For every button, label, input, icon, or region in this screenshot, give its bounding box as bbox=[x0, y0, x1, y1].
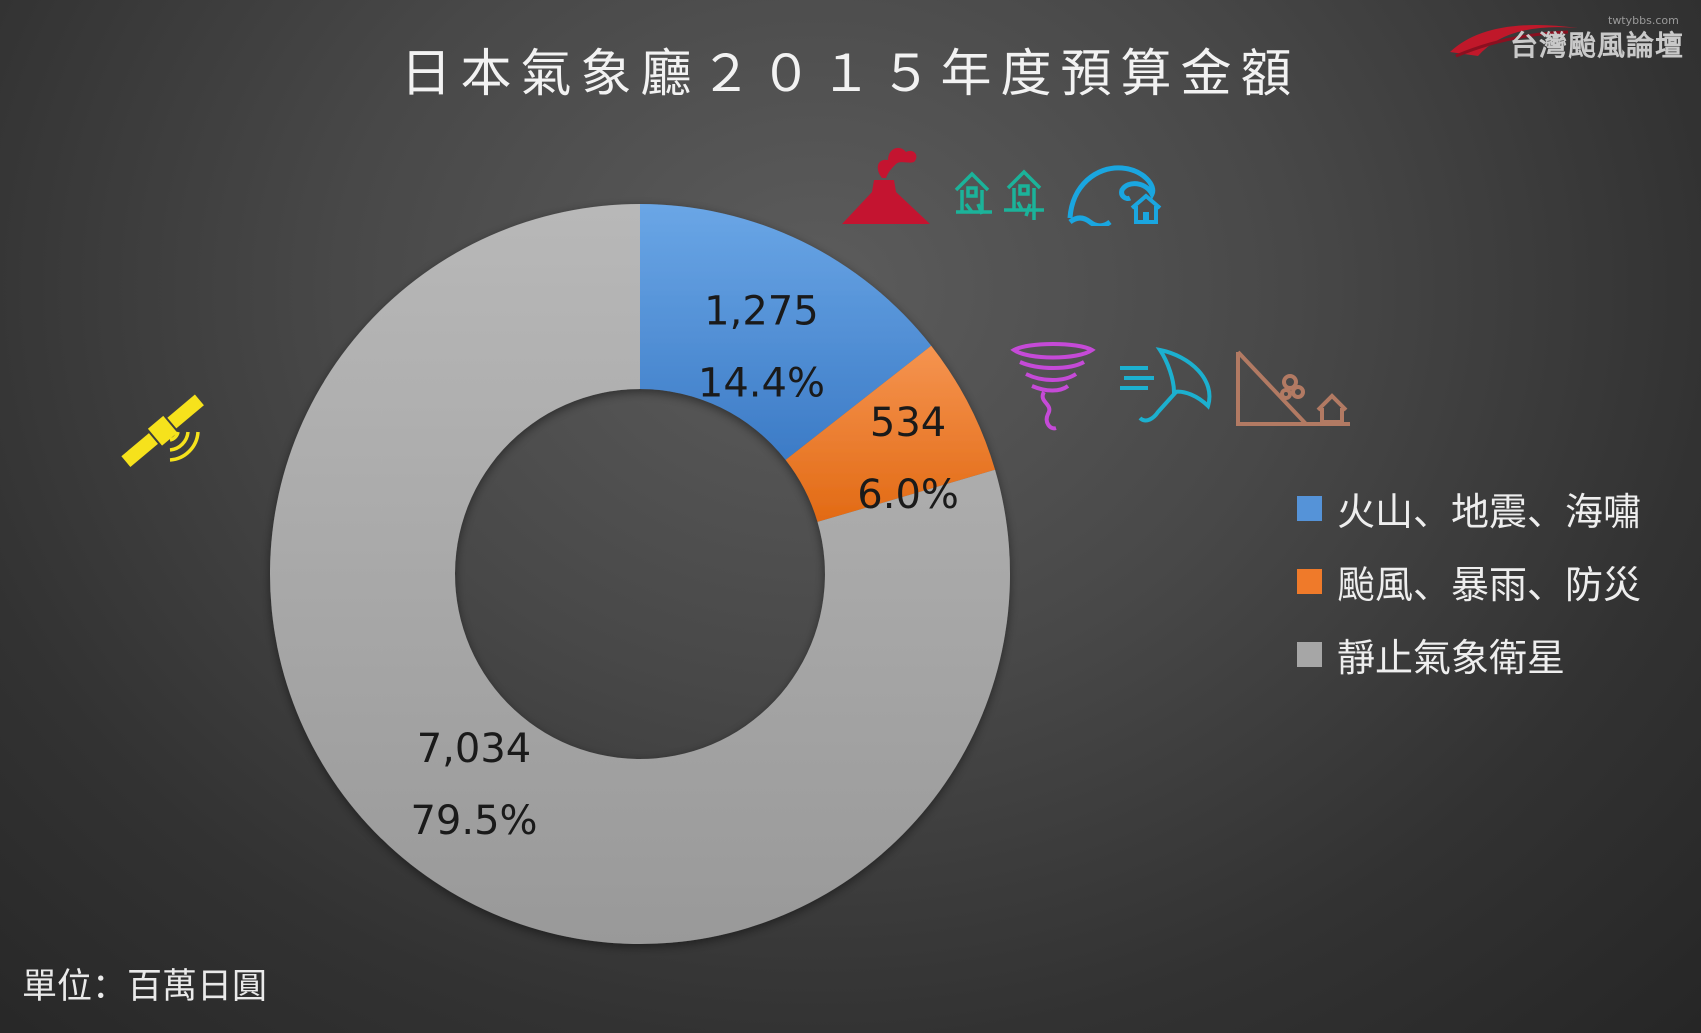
satellite-icon bbox=[121, 394, 204, 467]
data-label-value-0: 1,275 bbox=[704, 288, 819, 334]
legend-label: 火山、地震、海嘯 bbox=[1337, 490, 1642, 534]
legend-item-typhoon-rain-prevention: 颱風、暴雨、防災 bbox=[1297, 545, 1641, 618]
legend-item-satellite: 靜止氣象衛星 bbox=[1297, 618, 1641, 691]
landslide-icon bbox=[1236, 350, 1350, 426]
earthquake-icon bbox=[954, 169, 1044, 220]
watermark-name: 台灣颱風論壇 bbox=[1510, 29, 1685, 62]
legend-swatch-gray bbox=[1297, 642, 1322, 667]
data-label-percent-2: 79.5% bbox=[410, 798, 537, 844]
swoosh-icon bbox=[1450, 25, 1578, 58]
storm-umbrella-icon bbox=[1120, 347, 1212, 423]
legend-swatch-blue bbox=[1297, 496, 1322, 521]
legend-label: 靜止氣象衛星 bbox=[1337, 636, 1566, 680]
watermark-url: twtybbs.com bbox=[1608, 14, 1679, 27]
data-label-percent-1: 6.0% bbox=[857, 472, 959, 518]
chart-title: 日本氣象廳２０１５年度預算金額 bbox=[400, 45, 1301, 104]
volcano-icon bbox=[842, 147, 930, 224]
legend-label: 颱風、暴雨、防災 bbox=[1337, 563, 1642, 607]
data-label-value-2: 7,034 bbox=[417, 726, 532, 772]
doughnut-slice-2 bbox=[270, 204, 1010, 944]
tornado-icon bbox=[1010, 342, 1096, 431]
watermark-logo: twtybbs.com 台灣颱風論壇 bbox=[1448, 8, 1693, 66]
chart-legend: 火山、地震、海嘯 颱風、暴雨、防災 靜止氣象衛星 bbox=[1297, 472, 1641, 691]
legend-swatch-orange bbox=[1297, 569, 1322, 594]
data-label-percent-0: 14.4% bbox=[698, 360, 825, 406]
data-label-value-1: 534 bbox=[870, 400, 946, 446]
legend-item-volcano-earthquake-tsunami: 火山、地震、海嘯 bbox=[1297, 472, 1641, 545]
unit-label: 單位：百萬日圓 bbox=[22, 967, 268, 1007]
doughnut-slice-1 bbox=[785, 345, 996, 522]
doughnut-slice-0 bbox=[640, 204, 932, 460]
tsunami-icon bbox=[1067, 165, 1162, 226]
